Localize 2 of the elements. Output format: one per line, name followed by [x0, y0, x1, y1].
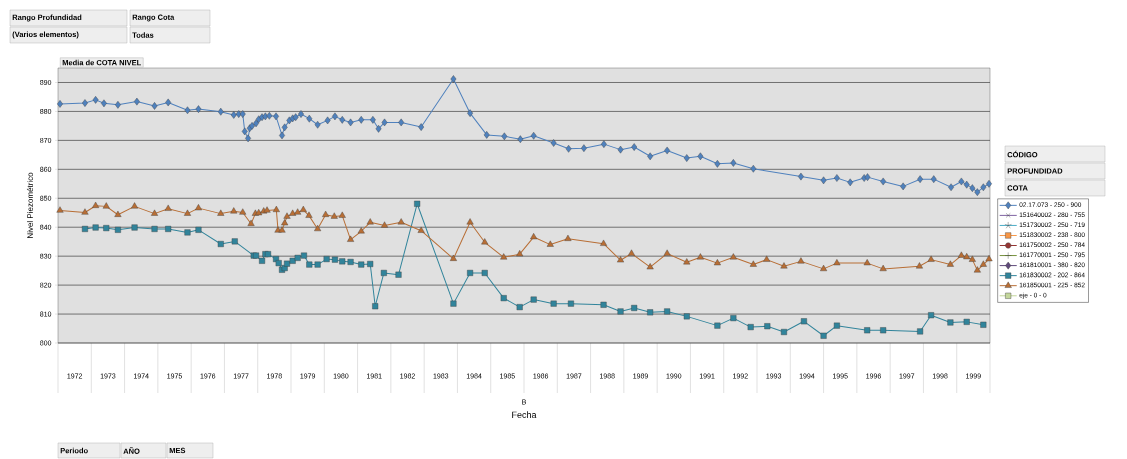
y-axis-title: Nivel Piezométrico — [26, 172, 33, 238]
x-axis-title: Fecha — [512, 411, 537, 418]
